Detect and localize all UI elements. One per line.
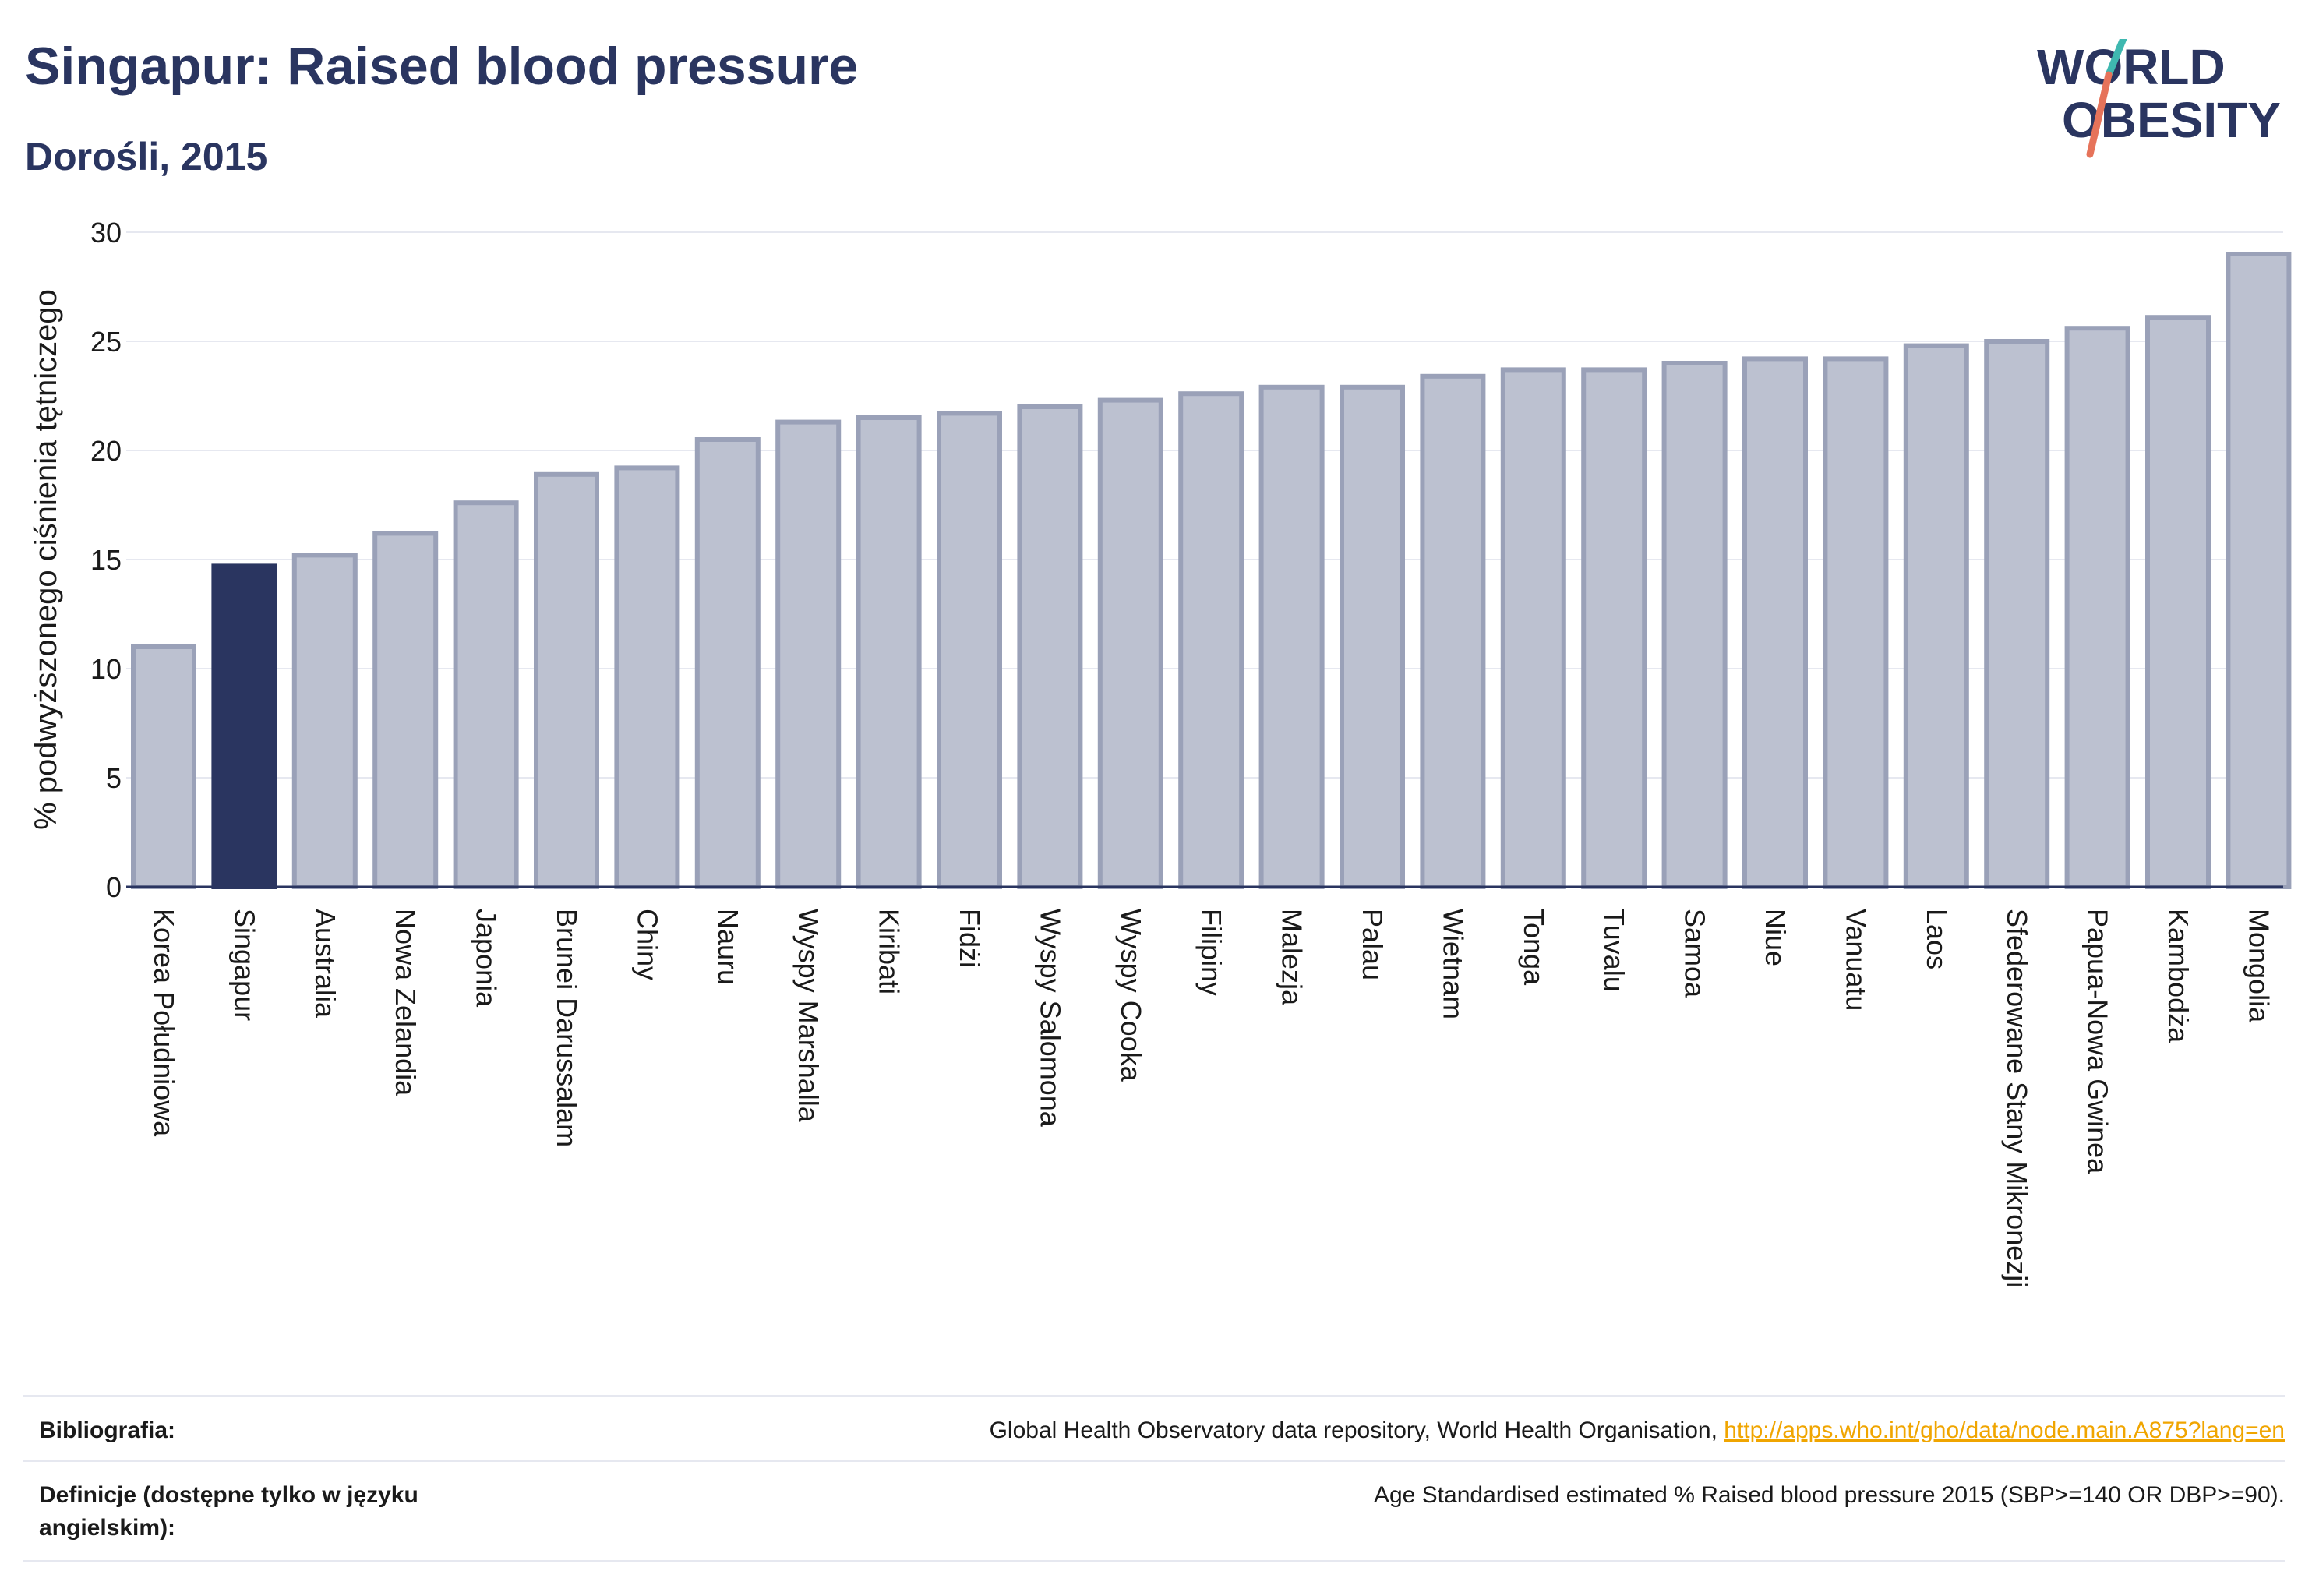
y-axis-title: % podwyższonego ciśnienia tętniczego bbox=[29, 289, 63, 830]
bar-1 bbox=[211, 563, 277, 890]
bar-4 bbox=[453, 500, 519, 889]
bars bbox=[131, 252, 2292, 890]
x-category-label: Wietnam bbox=[1437, 909, 1469, 1019]
logo-line-world: WORLD bbox=[2037, 39, 2226, 95]
bar-9 bbox=[856, 415, 922, 889]
x-category-label: Fidżi bbox=[954, 909, 986, 968]
x-category-label: Kiribati bbox=[874, 909, 905, 994]
bar-3 bbox=[372, 531, 439, 890]
bar-chart: 0 5 10 15 20 25 30 Korea Południowa Singapur Aus… bbox=[29, 217, 2292, 1287]
bar-5 bbox=[534, 471, 599, 889]
x-axis-labels: Korea Południowa Singapur Australia Nowa Ze… bbox=[148, 909, 2275, 1287]
y-tick-label: 0 bbox=[106, 871, 122, 903]
footer-table: Bibliografia: Global Health Observatory … bbox=[23, 1395, 2285, 1562]
definitions-label: Definicje (dostępne tylko w języku angie… bbox=[39, 1482, 418, 1541]
x-category-label: Palau bbox=[1357, 909, 1389, 980]
bar-6 bbox=[614, 465, 680, 889]
page-title: Singapur: Raised blood pressure bbox=[25, 37, 859, 96]
y-tick-label: 25 bbox=[90, 326, 122, 358]
logo-slash-red bbox=[2086, 71, 2113, 158]
bar-13 bbox=[1178, 391, 1244, 889]
bibliography-row: Bibliografia: Global Health Observatory … bbox=[23, 1395, 2285, 1460]
bar-0 bbox=[131, 644, 196, 889]
bibliography-label: Bibliografia: bbox=[39, 1418, 176, 1443]
page-subtitle: Dorośli, 2015 bbox=[25, 135, 268, 178]
y-tick-label: 30 bbox=[90, 217, 122, 249]
definitions-row: Definicje (dostępne tylko w języku angie… bbox=[23, 1460, 2285, 1562]
x-category-label: Japonia bbox=[471, 909, 503, 1008]
x-category-label: Wyspy Salomona bbox=[1034, 909, 1066, 1128]
x-category-label: Chiny bbox=[631, 909, 663, 980]
x-category-label: Kambodża bbox=[2162, 909, 2194, 1043]
bar-7 bbox=[694, 437, 761, 889]
x-category-label: Tuvalu bbox=[1598, 909, 1630, 992]
x-category-label: Korea Południowa bbox=[148, 909, 180, 1137]
bar-21 bbox=[1823, 356, 1889, 889]
y-tick-label: 10 bbox=[90, 653, 122, 685]
x-category-label: Mongolia bbox=[2243, 909, 2275, 1023]
bar-8 bbox=[775, 419, 842, 889]
bar-16 bbox=[1420, 373, 1486, 889]
y-tick-label: 5 bbox=[106, 762, 122, 794]
y-tick-label: 15 bbox=[90, 544, 122, 576]
y-tick-label: 20 bbox=[90, 435, 122, 467]
bar-20 bbox=[1742, 356, 1808, 889]
x-category-label: Brunei Darussalam bbox=[551, 909, 583, 1147]
x-category-label: Sfederowane Stany Mikronezji bbox=[2001, 909, 2033, 1287]
bar-11 bbox=[1017, 404, 1083, 889]
x-category-label: Niue bbox=[1760, 909, 1791, 966]
x-category-label: Tonga bbox=[1518, 909, 1550, 986]
x-category-label: Papua-Nowa Gwinea bbox=[2082, 909, 2114, 1174]
bar-17 bbox=[1500, 367, 1566, 889]
bar-2 bbox=[291, 553, 358, 890]
x-category-label: Laos bbox=[1921, 909, 1953, 969]
bibliography-link[interactable]: http://apps.who.int/gho/data/node.main.A… bbox=[1724, 1418, 2285, 1443]
x-category-label: Filipiny bbox=[1195, 909, 1227, 996]
x-category-label: Australia bbox=[309, 909, 341, 1019]
x-category-label: Vanuatu bbox=[1840, 909, 1872, 1011]
logo-slash-teal bbox=[2105, 39, 2127, 79]
world-obesity-logo: WORLD OBESITY bbox=[2037, 39, 2281, 158]
bar-26 bbox=[2226, 252, 2292, 889]
bar-10 bbox=[937, 411, 1002, 889]
x-category-label: Nauru bbox=[712, 909, 744, 985]
bar-14 bbox=[1258, 384, 1325, 889]
bar-18 bbox=[1581, 367, 1647, 889]
bar-23 bbox=[1984, 339, 2050, 889]
bibliography-value: Global Health Observatory data repositor… bbox=[990, 1414, 2285, 1447]
bar-12 bbox=[1097, 397, 1163, 889]
bibliography-text: Global Health Observatory data repositor… bbox=[989, 1418, 1724, 1443]
x-category-label: Nowa Zelandia bbox=[390, 909, 422, 1096]
y-axis-ticks: 0 5 10 15 20 25 30 bbox=[90, 217, 122, 903]
bar-22 bbox=[1903, 343, 1969, 890]
x-category-label: Wyspy Marshalla bbox=[792, 909, 824, 1123]
x-category-label: Singapur bbox=[228, 909, 260, 1021]
x-category-label: Wyspy Cooka bbox=[1115, 909, 1147, 1082]
bar-25 bbox=[2145, 315, 2211, 889]
definitions-text: Age Standardised estimated % Raised bloo… bbox=[1373, 1482, 2285, 1508]
bar-15 bbox=[1340, 384, 1405, 889]
bar-24 bbox=[2064, 326, 2130, 889]
bar-19 bbox=[1661, 361, 1728, 889]
x-category-label: Malezja bbox=[1276, 909, 1308, 1006]
x-category-label: Samoa bbox=[1679, 909, 1711, 998]
